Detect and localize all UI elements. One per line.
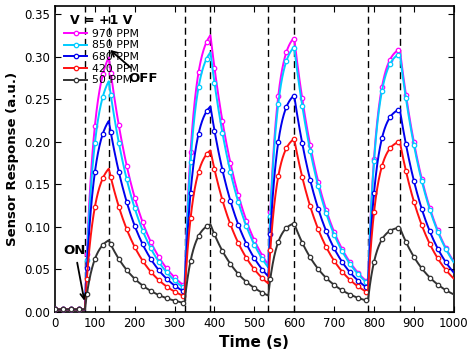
Line: 50 PPM: 50 PPM [53,221,456,312]
50 PPM [291,221,297,226]
850 PPM [451,260,456,264]
970 PPM [205,37,210,41]
970 PPM [208,33,213,37]
970 PPM [98,83,103,88]
680 PPM [52,307,58,312]
50 PPM [400,233,406,237]
970 PPM [400,72,406,76]
Text: ON: ON [64,244,86,299]
Line: 970 PPM: 970 PPM [53,33,456,312]
420 PPM [451,276,456,281]
850 PPM [291,45,297,49]
970 PPM [451,259,456,263]
970 PPM [121,151,127,156]
850 PPM [400,76,406,80]
420 PPM [443,268,449,272]
850 PPM [52,307,58,312]
420 PPM [98,182,103,187]
50 PPM [205,224,210,228]
Line: 420 PPM: 420 PPM [53,137,456,312]
970 PPM [52,307,58,312]
680 PPM [121,191,127,195]
420 PPM [52,307,58,312]
50 PPM [52,307,58,312]
680 PPM [98,140,103,144]
Line: 680 PPM: 680 PPM [53,93,456,312]
Line: 850 PPM: 850 PPM [53,45,456,312]
50 PPM [121,265,127,269]
50 PPM [443,288,449,292]
50 PPM [451,292,456,297]
850 PPM [121,166,127,170]
420 PPM [205,151,210,155]
680 PPM [205,107,210,111]
420 PPM [291,137,297,141]
50 PPM [222,253,228,258]
50 PPM [98,246,103,250]
Y-axis label: Sensor Response (a.u.): Sensor Response (a.u.) [6,72,18,246]
680 PPM [451,270,456,274]
420 PPM [222,207,228,211]
680 PPM [291,93,297,98]
970 PPM [222,135,228,139]
850 PPM [205,54,210,58]
850 PPM [98,104,103,109]
680 PPM [400,126,406,130]
680 PPM [443,260,449,265]
Legend: 970 PPM, 850 PPM, 680 PPM, 420 PPM, 50 PPM: 970 PPM, 850 PPM, 680 PPM, 420 PPM, 50 P… [60,11,142,89]
970 PPM [443,246,449,250]
850 PPM [443,247,449,251]
850 PPM [222,145,228,149]
680 PPM [222,179,228,183]
420 PPM [121,220,127,225]
X-axis label: Time (s): Time (s) [219,335,289,350]
Text: OFF: OFF [112,51,158,85]
420 PPM [400,155,406,159]
